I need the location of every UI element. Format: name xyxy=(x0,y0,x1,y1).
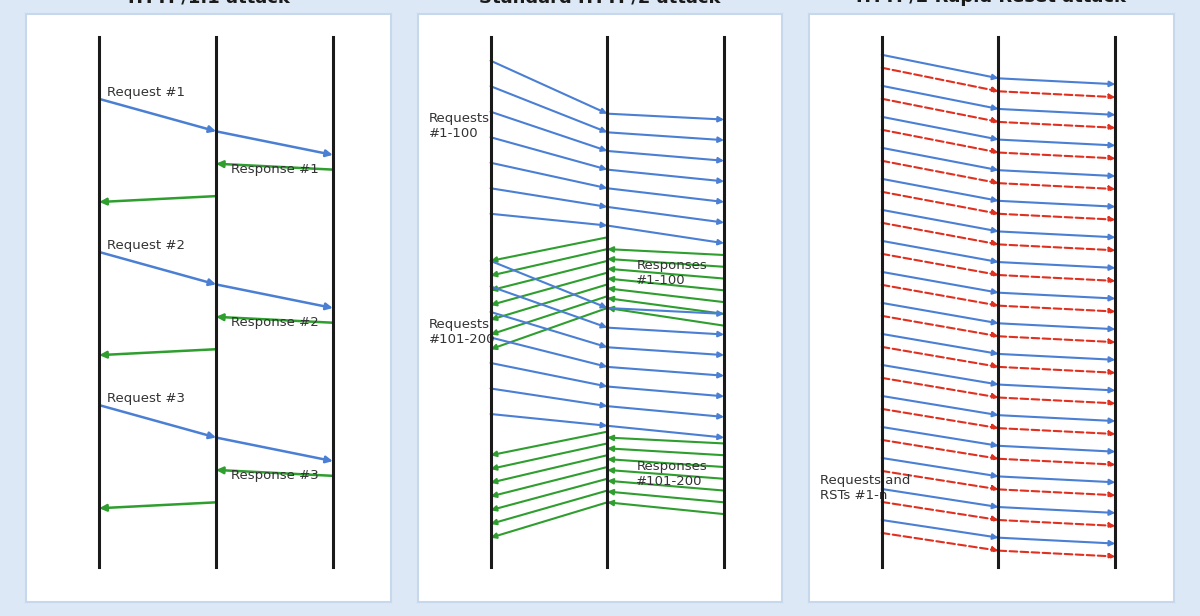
Text: Requests and
RSTs #1-n: Requests and RSTs #1-n xyxy=(820,474,910,503)
Text: Response #3: Response #3 xyxy=(230,469,318,482)
Text: Response #2: Response #2 xyxy=(230,315,318,329)
Text: Request #2: Request #2 xyxy=(107,239,185,252)
Title: Standard HTTP/2 attack: Standard HTTP/2 attack xyxy=(479,0,721,6)
Text: Response #1: Response #1 xyxy=(230,163,318,176)
Text: Request #1: Request #1 xyxy=(107,86,185,99)
Title: HTTP/2 Rapid Reset attack: HTTP/2 Rapid Reset attack xyxy=(857,0,1126,6)
Title: HTTP/1.1 attack: HTTP/1.1 attack xyxy=(128,0,289,6)
Text: Requests
#101-200: Requests #101-200 xyxy=(428,318,496,346)
Text: Requests
#1-100: Requests #1-100 xyxy=(428,112,490,140)
Text: Responses
#1-100: Responses #1-100 xyxy=(636,259,707,288)
Text: Request #3: Request #3 xyxy=(107,392,185,405)
Text: Responses
#101-200: Responses #101-200 xyxy=(636,460,707,488)
